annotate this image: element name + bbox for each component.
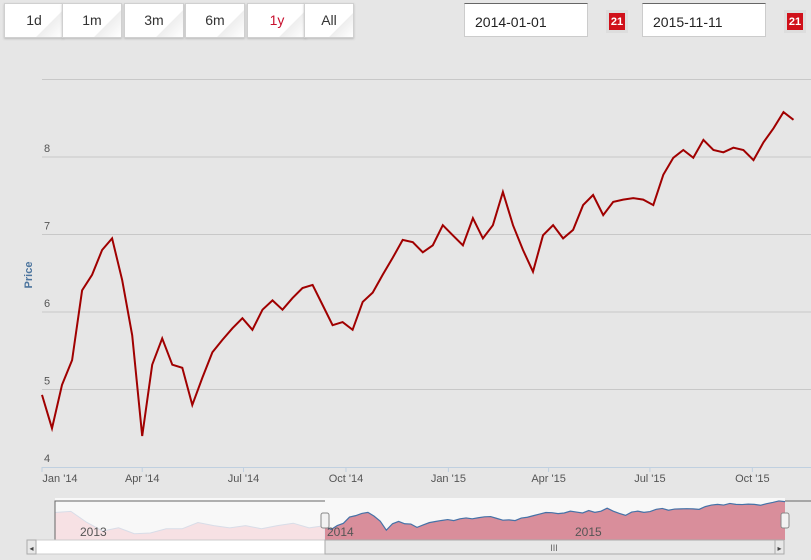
range-button-3m[interactable]: 3m — [124, 3, 184, 38]
navigator-selected-area — [325, 500, 785, 540]
y-axis-title: Price — [23, 262, 35, 289]
arrow-right-icon: ▸ — [777, 544, 781, 553]
navigator-year-label: 2014 — [327, 525, 354, 539]
range-button-All[interactable]: All — [304, 3, 354, 38]
x-tick-label: Jul '14 — [228, 473, 259, 485]
navigator-handle[interactable] — [780, 512, 790, 529]
x-tick-label: Jan '14 — [42, 473, 77, 485]
date-to-input[interactable]: 2015-11-11 — [642, 3, 766, 37]
navigator-handle[interactable] — [320, 512, 330, 529]
range-button-1d[interactable]: 1d — [4, 3, 64, 38]
range-button-1m[interactable]: 1m — [62, 3, 122, 38]
y-tick-label: 5 — [44, 376, 50, 388]
x-tick-label: Apr '15 — [531, 473, 566, 485]
x-tick-label: Jul '15 — [634, 473, 665, 485]
date-from-input[interactable]: 2014-01-01 — [464, 3, 588, 37]
navigator-line — [324, 500, 786, 532]
price-series-line — [41, 110, 795, 437]
y-tick-label: 8 — [44, 143, 50, 155]
navigator-2013-area — [54, 510, 326, 541]
x-tick-label: Apr '14 — [125, 473, 160, 485]
x-tick-label: Jan '15 — [431, 473, 466, 485]
navigator-year-label: 2015 — [575, 525, 602, 539]
navigator-year-label: 2013 — [80, 525, 107, 539]
y-tick-label: 6 — [44, 298, 50, 310]
range-button-1y[interactable]: 1y — [247, 3, 307, 38]
range-button-6m[interactable]: 6m — [185, 3, 245, 38]
arrow-left-icon: ◂ — [29, 544, 33, 553]
scrollbar-grip-icon: III — [550, 543, 558, 553]
navigator-outline — [54, 500, 811, 540]
y-tick-label: 7 — [44, 221, 50, 233]
calendar-icon[interactable]: 21 — [784, 10, 806, 33]
scroll-left-button[interactable] — [26, 539, 37, 555]
calendar-icon[interactable]: 21 — [606, 10, 628, 33]
x-tick-label: Oct '14 — [329, 473, 364, 485]
scroll-right-button[interactable] — [774, 539, 785, 555]
x-tick-label: Oct '15 — [735, 473, 770, 485]
y-tick-label: 4 — [44, 453, 50, 465]
